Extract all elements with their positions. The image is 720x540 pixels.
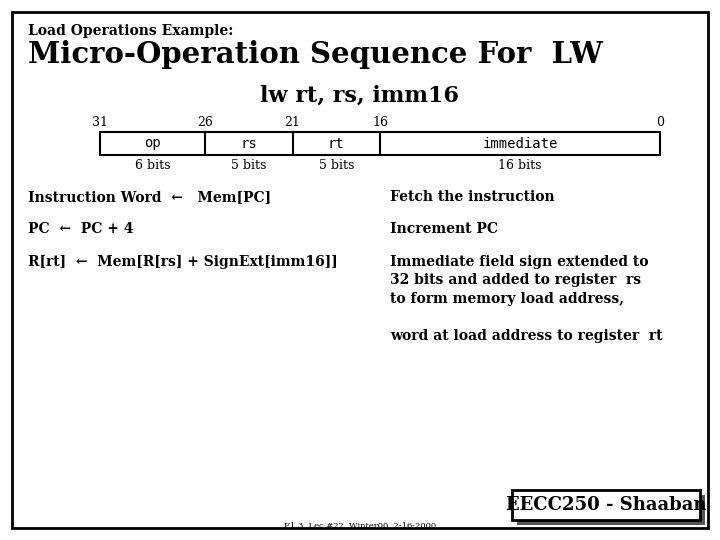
Text: 6 bits: 6 bits bbox=[135, 159, 170, 172]
Text: 31: 31 bbox=[92, 116, 108, 129]
Text: 26: 26 bbox=[197, 116, 213, 129]
Text: 16: 16 bbox=[372, 116, 388, 129]
Text: Load Operations Example:: Load Operations Example: bbox=[28, 24, 233, 38]
Text: immediate: immediate bbox=[482, 137, 558, 151]
Bar bbox=[512, 490, 700, 520]
Text: lw rt, rs, imm16: lw rt, rs, imm16 bbox=[261, 85, 459, 107]
Text: rs: rs bbox=[240, 137, 257, 151]
Text: 5 bits: 5 bits bbox=[318, 159, 354, 172]
Text: 21: 21 bbox=[284, 116, 300, 129]
Text: rt: rt bbox=[328, 137, 345, 151]
Text: EECC250 - Shaaban: EECC250 - Shaaban bbox=[505, 496, 706, 514]
Text: op: op bbox=[144, 137, 161, 151]
Text: PC  ←  PC + 4: PC ← PC + 4 bbox=[28, 222, 133, 236]
Text: 5 bits: 5 bits bbox=[231, 159, 266, 172]
Text: Instruction Word  ←   Mem[PC]: Instruction Word ← Mem[PC] bbox=[28, 190, 271, 204]
Text: R[rt]  ←  Mem[R[rs] + SignExt[imm16]]: R[rt] ← Mem[R[rs] + SignExt[imm16]] bbox=[28, 255, 338, 269]
Bar bbox=[100, 132, 660, 155]
Text: 16 bits: 16 bits bbox=[498, 159, 541, 172]
Bar bbox=[517, 495, 705, 525]
Text: Micro-Operation Sequence For  LW: Micro-Operation Sequence For LW bbox=[28, 40, 603, 69]
Text: Immediate field sign extended to
32 bits and added to register  rs
to form memor: Immediate field sign extended to 32 bits… bbox=[390, 255, 662, 342]
Text: 0: 0 bbox=[656, 116, 664, 129]
Text: F1.3  Lec #22  Winter00  2-16-2000: F1.3 Lec #22 Winter00 2-16-2000 bbox=[284, 522, 436, 530]
Text: Fetch the instruction: Fetch the instruction bbox=[390, 190, 554, 204]
Text: Increment PC: Increment PC bbox=[390, 222, 498, 236]
